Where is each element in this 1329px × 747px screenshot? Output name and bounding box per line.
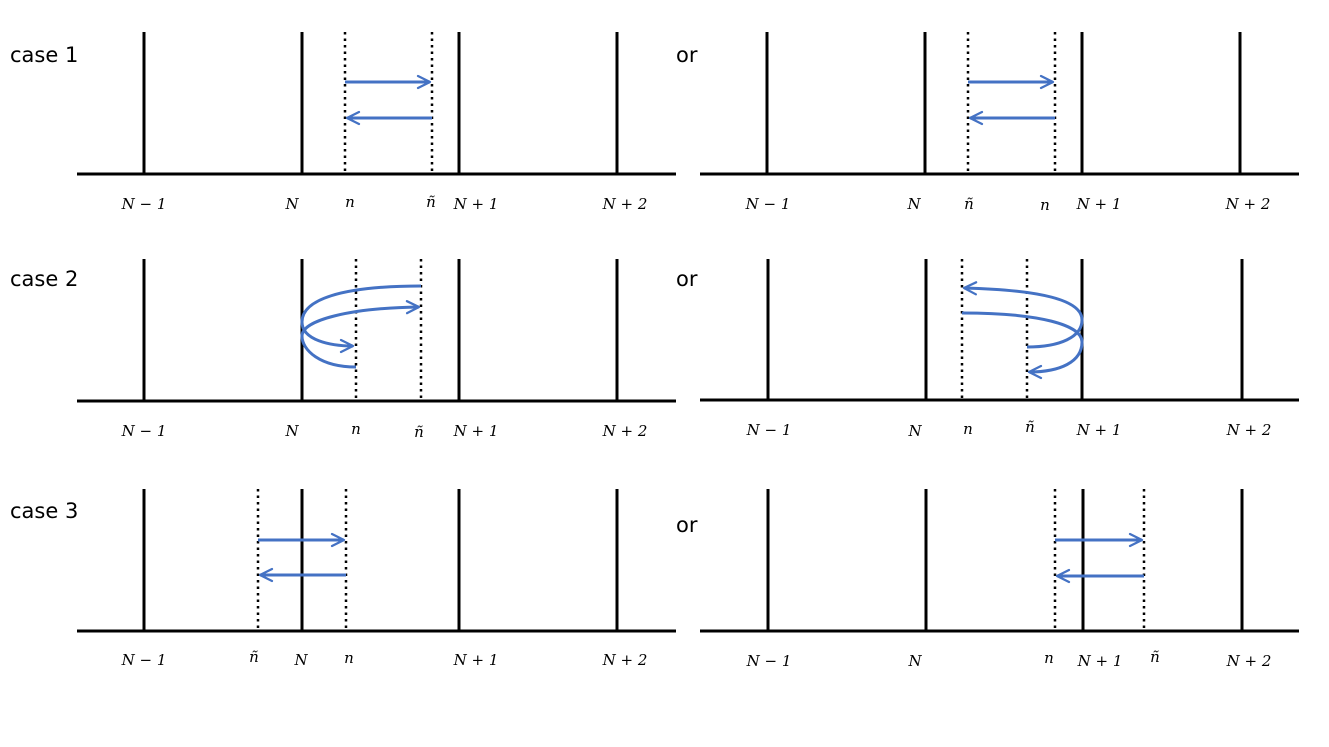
label-n-tilde: ñ <box>1025 418 1035 436</box>
case-2-right-arrows <box>961 281 1084 380</box>
label-n-plus-1: N + 1 <box>453 195 499 213</box>
or-label-row-1: or <box>676 43 698 67</box>
label-n-cap: N <box>906 195 921 213</box>
arrow-wrap-to-n <box>300 284 422 354</box>
label-n-minus-1: N − 1 <box>121 422 167 440</box>
label-n-tilde: ñ <box>426 193 436 211</box>
label-n: n <box>963 420 973 438</box>
label-n-plus-2: N + 2 <box>1226 652 1272 670</box>
case-1-left-arrows <box>345 74 432 126</box>
case-2-right-panel <box>700 259 1299 402</box>
label-n-tilde: ñ <box>964 195 974 213</box>
label-n-minus-1: N − 1 <box>746 421 792 439</box>
case-3-label: case 3 <box>10 499 78 523</box>
label-n-cap: N <box>284 422 299 440</box>
label-n: n <box>351 420 361 438</box>
label-n-tilde: ñ <box>249 648 259 666</box>
case-1-right-panel <box>700 32 1299 176</box>
case-2-left-panel <box>77 259 676 403</box>
label-n-cap: N <box>907 652 922 670</box>
case-2-right-labels: N − 1 N n ñ N + 1 N + 2 <box>746 418 1272 440</box>
label-n-tilde: ñ <box>1150 648 1160 666</box>
label-n-plus-2: N + 2 <box>602 422 648 440</box>
label-n-plus-2: N + 2 <box>1226 421 1272 439</box>
label-n: n <box>1040 196 1050 214</box>
arrow-wrap-to-n-tilde <box>300 300 421 369</box>
arrow-wrap-to-n-tilde <box>961 311 1084 380</box>
label-n-cap: N <box>907 422 922 440</box>
label-n: n <box>345 193 355 211</box>
case-1-right-labels: N − 1 N ñ n N + 1 N + 2 <box>745 195 1271 214</box>
case-3-left-arrows <box>258 532 346 583</box>
label-n-plus-2: N + 2 <box>602 651 648 669</box>
or-label-row-3: or <box>676 513 698 537</box>
case-1-left-labels: N − 1 N n ñ N + 1 N + 2 <box>121 193 648 213</box>
case-2-left-arrows <box>300 284 422 369</box>
label-n-cap: N <box>293 651 308 669</box>
label-n-minus-1: N − 1 <box>746 652 792 670</box>
case-3-left-panel <box>77 489 676 633</box>
case-2-left-labels: N − 1 N n ñ N + 1 N + 2 <box>121 420 648 441</box>
or-label-row-2: or <box>676 267 698 291</box>
label-n: n <box>1044 649 1054 667</box>
label-n-cap: N <box>284 195 299 213</box>
label-n-tilde: ñ <box>414 423 424 441</box>
label-n-plus-1: N + 1 <box>1076 195 1122 213</box>
label-n: n <box>344 649 354 667</box>
case-3-right-panel <box>700 489 1299 633</box>
label-n-minus-1: N − 1 <box>121 651 167 669</box>
case-3-right-arrows <box>1055 532 1144 584</box>
label-n-plus-1: N + 1 <box>1077 652 1123 670</box>
label-n-plus-1: N + 1 <box>453 422 499 440</box>
case-2-label: case 2 <box>10 267 78 291</box>
case-1-left-panel <box>77 32 676 176</box>
arrow-wrap-to-n <box>962 281 1084 349</box>
case-3-right-labels: N − 1 N n N + 1 ñ N + 2 <box>746 648 1272 670</box>
label-n-plus-2: N + 2 <box>1225 195 1271 213</box>
case-3-left-labels: N − 1 ñ N n N + 1 N + 2 <box>121 648 648 669</box>
case-1-right-arrows <box>968 74 1055 126</box>
case-1-label: case 1 <box>10 43 78 67</box>
label-n-plus-1: N + 1 <box>1076 421 1122 439</box>
label-n-minus-1: N − 1 <box>121 195 167 213</box>
label-n-plus-1: N + 1 <box>453 651 499 669</box>
label-n-plus-2: N + 2 <box>602 195 648 213</box>
label-n-minus-1: N − 1 <box>745 195 791 213</box>
